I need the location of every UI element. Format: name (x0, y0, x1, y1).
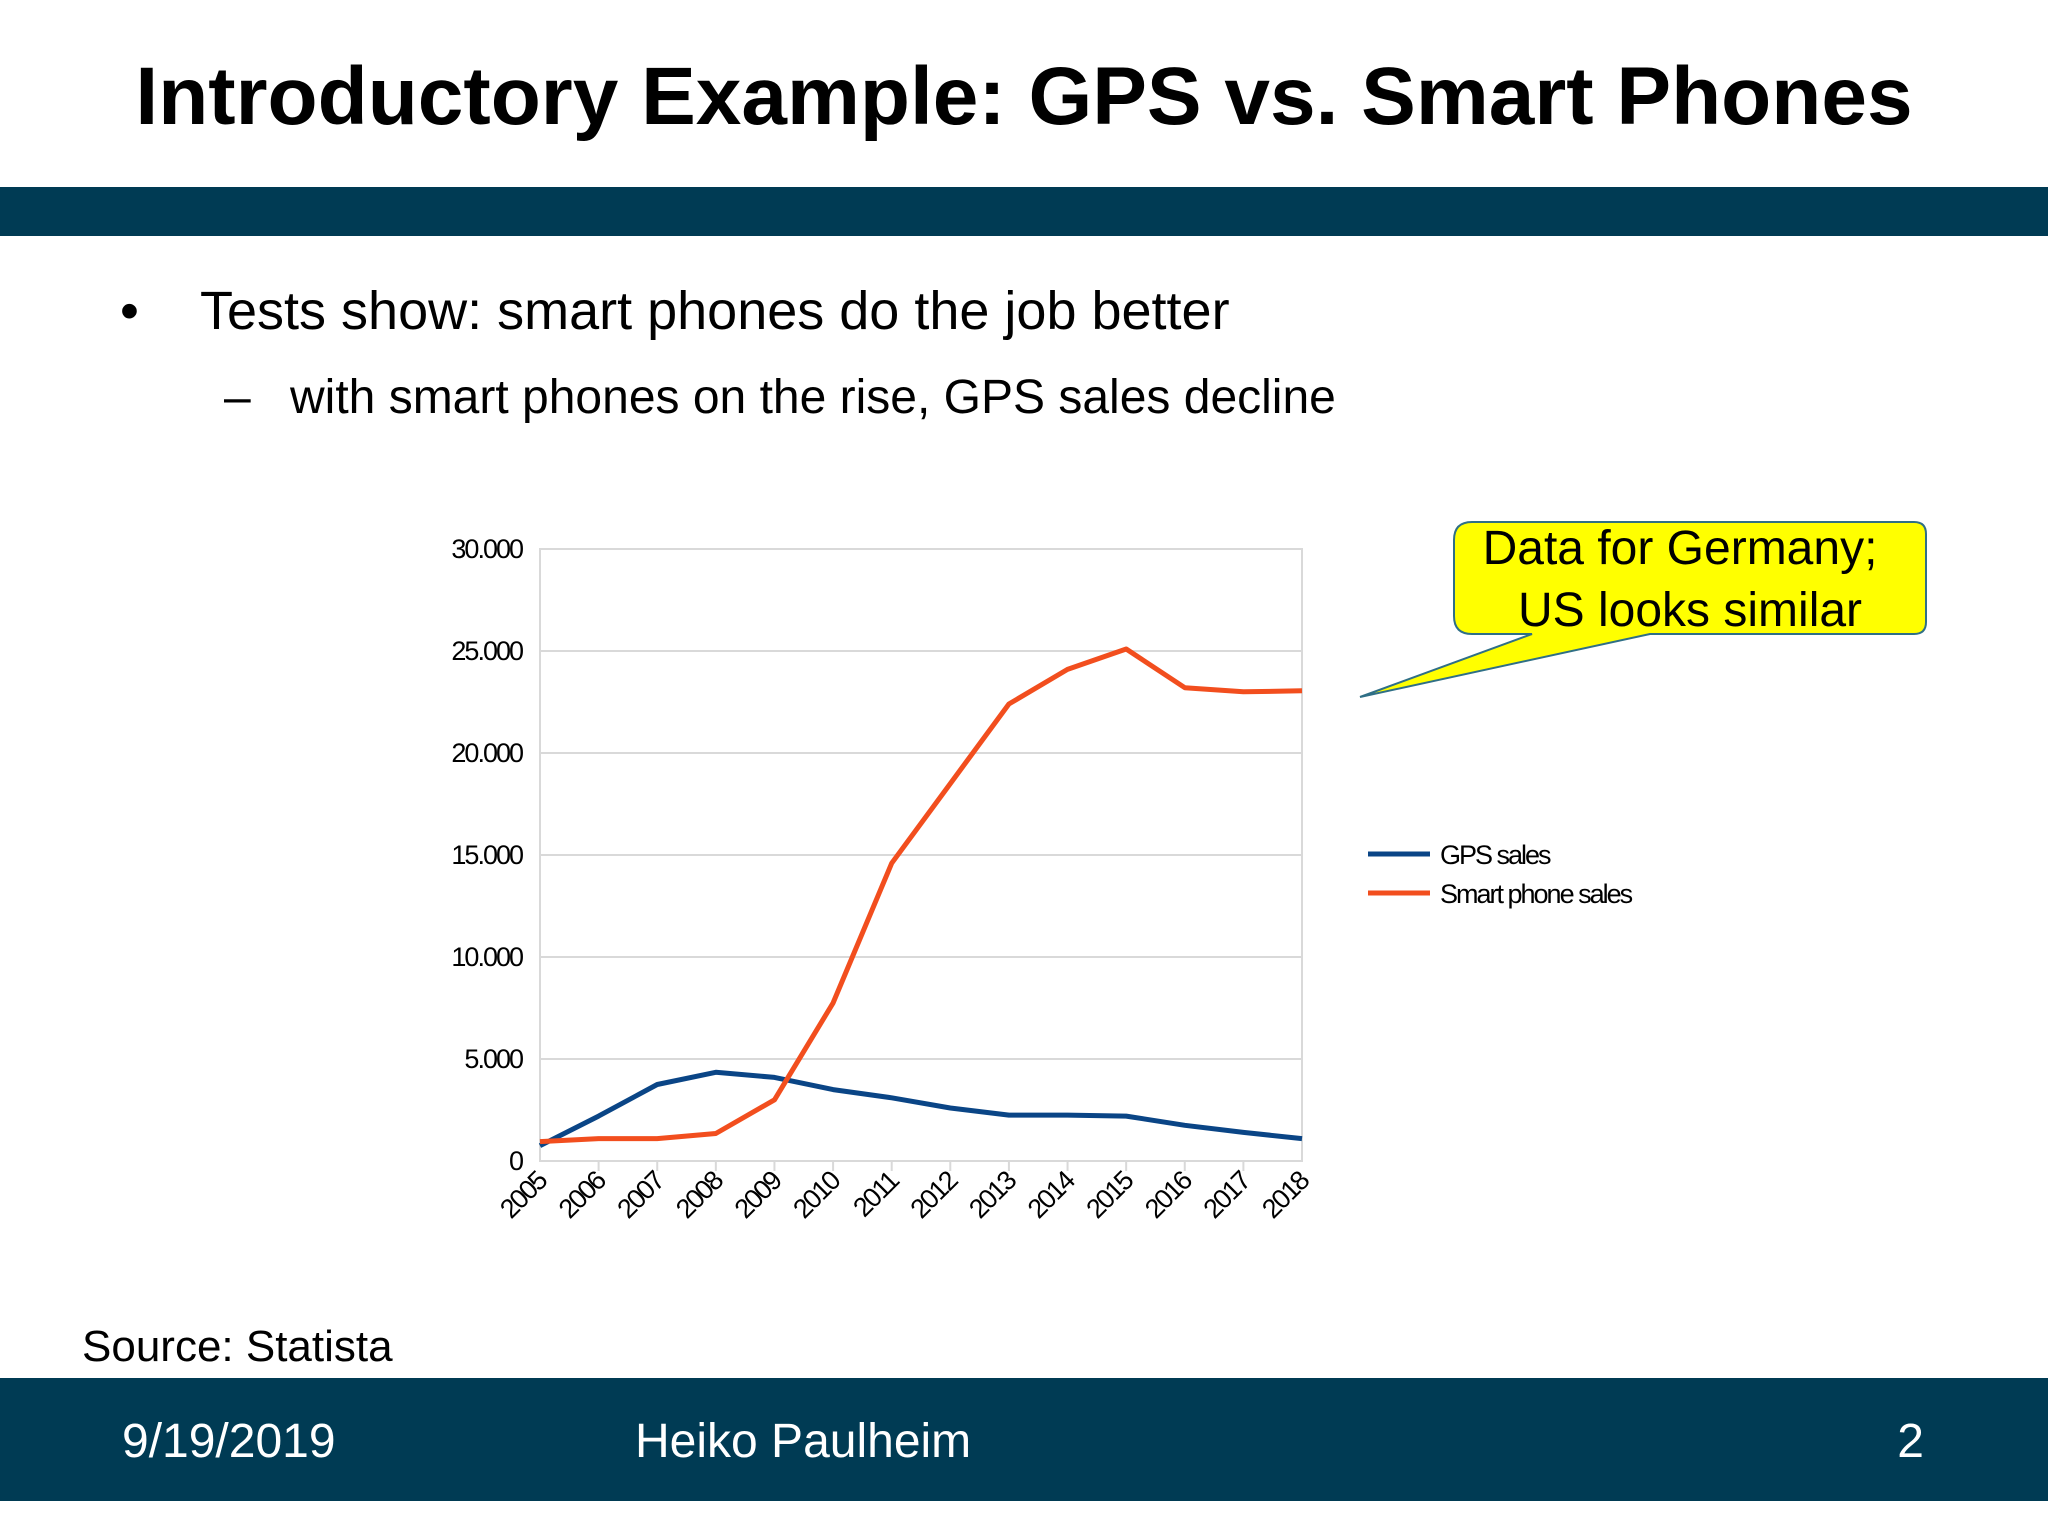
series-line (538, 1069, 1303, 1148)
y-tick-label: 20.000 (451, 738, 523, 768)
x-tick-label: 2008 (670, 1165, 729, 1224)
sub-bullet-text: with smart phones on the rise, GPS sales… (290, 371, 1336, 424)
bullet-item: • Tests show: smart phones do the job be… (120, 280, 1230, 342)
callout-line-2: US looks similar (1518, 584, 1862, 637)
source-note: Source: Statista (82, 1322, 393, 1371)
y-axis-ticks: 0 5.000 10.000 15.000 20.000 25.000 30.000 (451, 534, 525, 1176)
bullet-dot: • (120, 281, 139, 341)
x-tick-label: 2013 (963, 1165, 1022, 1224)
y-tick-label: 30.000 (451, 534, 523, 564)
grid-lines (540, 548, 1302, 1171)
sub-bullet-dash: – (224, 371, 251, 424)
x-tick-label: 2005 (494, 1165, 553, 1224)
x-tick-label: 2015 (1080, 1165, 1139, 1224)
x-tick-label: 2011 (847, 1165, 904, 1222)
x-tick-label: 2016 (1139, 1165, 1198, 1224)
x-tick-label: 2006 (553, 1165, 612, 1224)
footer-bar: 9/19/2019 Heiko Paulheim 2 (0, 1378, 2048, 1501)
y-tick-label: 25.000 (451, 636, 523, 666)
y-tick-label: 10.000 (451, 942, 523, 972)
y-tick-label: 0 (509, 1146, 523, 1176)
slide-title: Introductory Example: GPS vs. Smart Phon… (135, 51, 1913, 142)
header-bar (0, 187, 2048, 236)
page-number: 2 (1897, 1415, 1924, 1468)
x-tick-label: 2017 (1198, 1165, 1257, 1224)
sub-bullet-item: – with smart phones on the rise, GPS sal… (224, 370, 1336, 425)
bullet-text: Tests show: smart phones do the job bett… (200, 281, 1230, 341)
legend: GPS sales Smart phone sales (1368, 840, 1635, 909)
callout-bubble (1359, 521, 1927, 698)
callout: Data for Germany; US looks similar (1359, 521, 1927, 698)
x-tick-label: 2010 (787, 1165, 846, 1224)
footer-date: 9/19/2019 (122, 1415, 336, 1468)
x-axis-ticks: 2005 2006 2007 2008 2009 2010 2011 2012 2013 2014… (494, 1165, 1315, 1224)
x-tick-label: 2014 (1022, 1165, 1081, 1224)
x-tick-label: 2018 (1256, 1165, 1315, 1224)
series-lines (538, 646, 1303, 1148)
legend-label: GPS sales (1440, 840, 1551, 870)
line-chart: 0 5.000 10.000 15.000 20.000 25.000 30.000 200… (451, 521, 1927, 1224)
series-line (539, 646, 1303, 1145)
footer-author: Heiko Paulheim (635, 1415, 972, 1468)
callout-line-1: Data for Germany; (1483, 522, 1878, 575)
x-tick-label: 2012 (905, 1165, 964, 1224)
x-tick-label: 2007 (611, 1165, 670, 1224)
x-tick-label: 2009 (729, 1165, 788, 1224)
y-tick-label: 15.000 (451, 840, 523, 870)
legend-label: Smart phone sales (1440, 879, 1633, 909)
y-tick-label: 5.000 (464, 1044, 523, 1074)
